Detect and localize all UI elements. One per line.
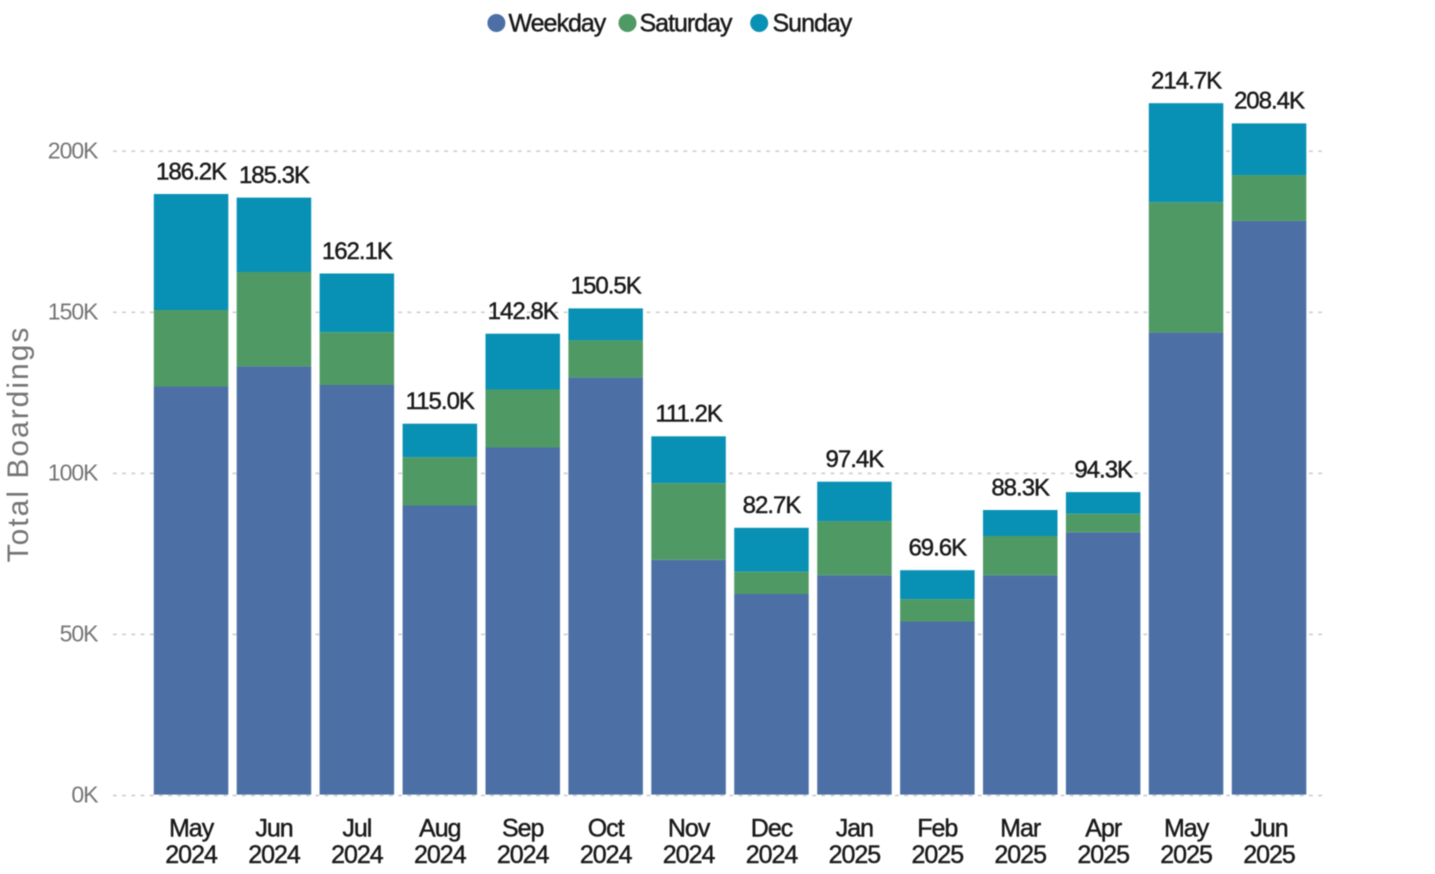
svg-text:May: May bbox=[1164, 815, 1210, 843]
svg-text:Feb: Feb bbox=[917, 815, 957, 843]
svg-text:208.4K: 208.4K bbox=[1234, 88, 1305, 115]
svg-text:Total Boardings: Total Boardings bbox=[2, 326, 35, 563]
svg-text:2024: 2024 bbox=[580, 841, 633, 869]
svg-text:2024: 2024 bbox=[248, 841, 301, 869]
svg-text:Jan: Jan bbox=[836, 815, 873, 843]
svg-text:2024: 2024 bbox=[414, 841, 467, 869]
svg-text:Jun: Jun bbox=[1250, 815, 1287, 843]
svg-text:150.5K: 150.5K bbox=[571, 273, 642, 300]
svg-text:Weekday: Weekday bbox=[509, 10, 607, 38]
svg-text:186.2K: 186.2K bbox=[156, 158, 227, 185]
svg-text:100K: 100K bbox=[48, 460, 99, 486]
svg-text:Oct: Oct bbox=[588, 815, 625, 843]
svg-text:69.6K: 69.6K bbox=[908, 535, 967, 562]
svg-text:142.8K: 142.8K bbox=[488, 298, 559, 325]
svg-text:88.3K: 88.3K bbox=[991, 474, 1050, 501]
svg-text:2024: 2024 bbox=[165, 841, 218, 869]
svg-text:2025: 2025 bbox=[1243, 841, 1295, 869]
svg-text:2024: 2024 bbox=[746, 841, 799, 869]
svg-text:111.2K: 111.2K bbox=[655, 401, 722, 428]
svg-text:Aug: Aug bbox=[419, 815, 461, 843]
svg-text:Apr: Apr bbox=[1085, 815, 1122, 843]
svg-text:2025: 2025 bbox=[1160, 841, 1212, 869]
svg-text:82.7K: 82.7K bbox=[743, 492, 802, 519]
svg-text:Dec: Dec bbox=[751, 815, 793, 843]
svg-text:Jun: Jun bbox=[255, 815, 292, 843]
svg-text:Jul: Jul bbox=[342, 815, 371, 843]
svg-text:200K: 200K bbox=[48, 137, 99, 163]
svg-text:150K: 150K bbox=[48, 298, 99, 324]
svg-text:2025: 2025 bbox=[994, 841, 1046, 869]
svg-text:Sunday: Sunday bbox=[773, 10, 853, 38]
svg-text:May: May bbox=[169, 815, 215, 843]
svg-text:Mar: Mar bbox=[1000, 815, 1041, 843]
svg-text:2025: 2025 bbox=[1077, 841, 1129, 869]
svg-text:115.0K: 115.0K bbox=[406, 388, 475, 415]
svg-text:214.7K: 214.7K bbox=[1151, 68, 1222, 95]
svg-text:2024: 2024 bbox=[497, 841, 550, 869]
svg-text:Nov: Nov bbox=[668, 815, 711, 843]
svg-text:94.3K: 94.3K bbox=[1074, 456, 1133, 483]
svg-text:2025: 2025 bbox=[829, 841, 881, 869]
svg-text:0K: 0K bbox=[71, 782, 99, 808]
svg-text:97.4K: 97.4K bbox=[826, 446, 885, 473]
svg-text:162.1K: 162.1K bbox=[322, 238, 393, 265]
svg-text:2024: 2024 bbox=[331, 841, 384, 869]
svg-text:2024: 2024 bbox=[663, 841, 716, 869]
svg-text:Sep: Sep bbox=[502, 815, 544, 843]
svg-text:185.3K: 185.3K bbox=[239, 162, 310, 189]
svg-text:50K: 50K bbox=[60, 621, 100, 647]
svg-text:Saturday: Saturday bbox=[640, 10, 734, 38]
svg-text:2025: 2025 bbox=[911, 841, 963, 869]
